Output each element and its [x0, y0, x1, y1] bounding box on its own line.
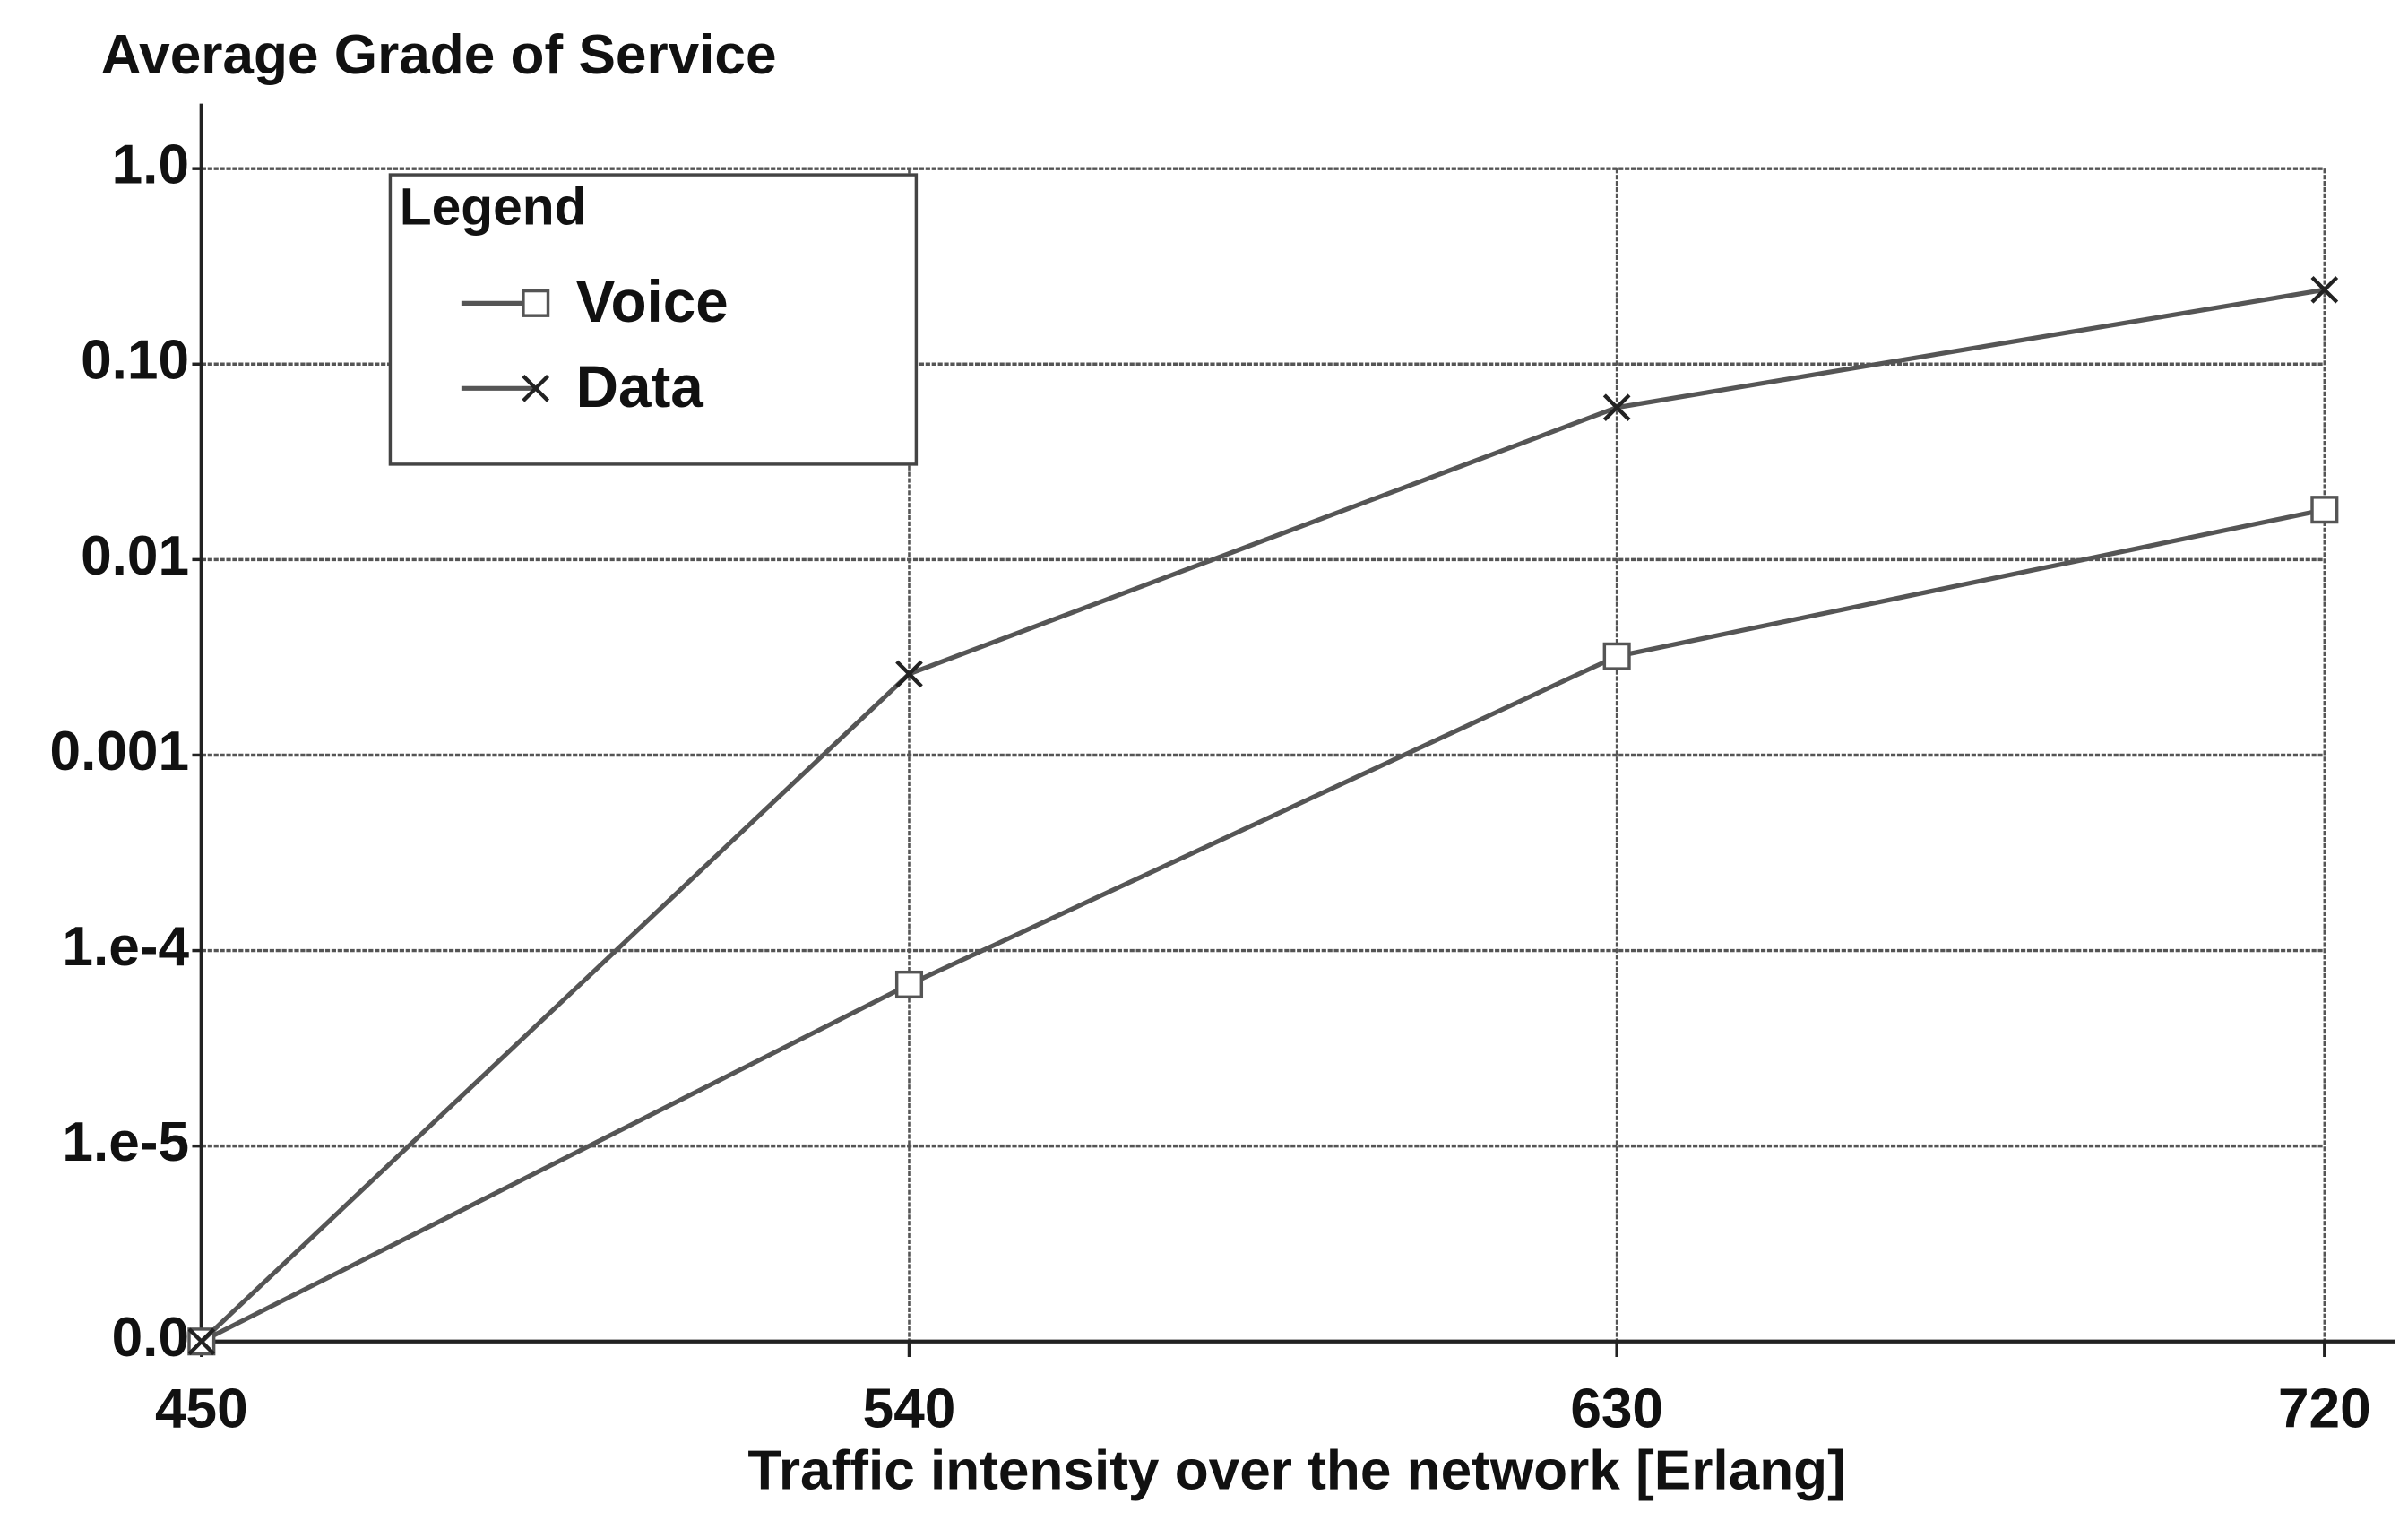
y-tick-label: 0.001 — [50, 721, 189, 782]
x-tick-label: 720 — [2278, 1378, 2371, 1440]
legend-title: Legend — [400, 177, 587, 236]
y-tick-label: 0.0 — [112, 1307, 189, 1369]
marker-x — [2310, 276, 2339, 304]
x-tick-label: 630 — [1570, 1378, 1663, 1440]
y-tick-label: 0.10 — [81, 330, 189, 392]
marker-square — [522, 289, 550, 317]
series-line — [200, 507, 2326, 1344]
marker-square — [894, 970, 924, 999]
legend-label: Voice — [576, 269, 729, 334]
x-tick-label: 450 — [155, 1378, 248, 1440]
y-tick-label: 1.0 — [112, 134, 189, 196]
marker-x — [895, 660, 923, 688]
grid: 0.0 1.e-5 1.e-4 0.001 0.01 0.10 1.0 450 540 630 72… — [50, 134, 2371, 1440]
y-tick-label: 0.01 — [81, 525, 189, 587]
marker-x — [187, 1327, 216, 1356]
marker-x — [1602, 393, 1631, 421]
chart-title: Average Grade of Service — [101, 24, 777, 86]
marker-square — [2310, 496, 2339, 524]
series-line — [200, 287, 2326, 1344]
legend-label: Data — [576, 354, 704, 419]
x-axis-label: Traffic intensity over the network [Erla… — [747, 1440, 1845, 1502]
legend-box — [388, 173, 919, 466]
y-tick-label: 1.e-5 — [62, 1111, 189, 1173]
marker-square — [1602, 642, 1631, 670]
plot-area — [187, 276, 2339, 1356]
legend: Legend Voice Data — [388, 173, 919, 466]
marker-x — [522, 374, 550, 402]
x-tick-label: 540 — [863, 1378, 956, 1440]
y-tick-label: 1.e-4 — [62, 916, 189, 978]
